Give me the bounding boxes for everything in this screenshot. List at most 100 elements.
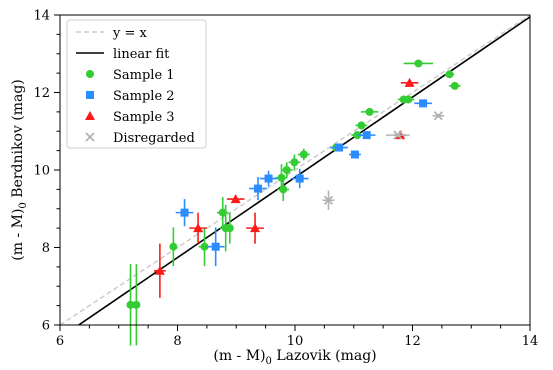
sample-2-point-4: [259, 170, 278, 187]
disregarded-point-2: [386, 130, 410, 140]
legend-disregarded-label: Disregarded: [113, 131, 195, 146]
ticks-layer: 6 8 10 12 14 6 8 10 12 14: [33, 9, 538, 350]
x-tick-label: 14: [522, 334, 539, 349]
disregarded-marker-stroke-b-1: [323, 195, 334, 205]
x-axis-label: (m - M)0 Lazovik (mag): [213, 348, 376, 366]
disregarded-marker-stroke-b-2: [393, 130, 403, 140]
sample-1-point-10: [280, 162, 293, 178]
legend-fit-label: linear fit: [113, 47, 170, 62]
sample-1-point-21: [448, 81, 461, 90]
y-axis-label: (m - M)0 Berdnikov (mag): [10, 79, 29, 261]
sample-1-point-7: [225, 212, 234, 244]
sample-2-marker-7: [350, 150, 359, 159]
sample-1-point-9: [277, 177, 290, 201]
y-tick-label: 8: [42, 241, 50, 256]
disregarded-marker-1: [323, 195, 334, 205]
sample-1-marker-14: [353, 131, 362, 140]
sample-1-point-16: [360, 107, 379, 116]
sample-1-marker-19: [414, 59, 423, 68]
series-disregarded: [322, 111, 445, 210]
sample-1-point-14: [351, 131, 364, 140]
sample-1-point-12: [297, 148, 310, 161]
sample-3-point-6: [400, 77, 419, 87]
sample-1-marker-7: [225, 224, 234, 233]
sample-1-marker-12: [299, 150, 308, 159]
sample-2-point-7: [349, 150, 361, 159]
sample-3-point-4: [246, 212, 264, 244]
sample-1-point-3: [169, 227, 178, 267]
sample-2-marker-4: [264, 174, 273, 183]
sample-1-marker-18: [404, 95, 413, 104]
sample-1-marker-15: [357, 121, 366, 130]
sample-1-marker-20: [445, 70, 454, 79]
legend-sample1-marker: [86, 70, 94, 78]
sample-2-marker-8: [362, 131, 371, 140]
sample-1-marker-4: [200, 242, 209, 251]
legend-sample1-label: Sample 1: [113, 68, 175, 83]
sample-2-marker-5: [295, 174, 304, 183]
legend-disregarded-marker: [85, 132, 95, 142]
disregarded-marker-2: [393, 130, 403, 140]
legend: y = x linear fit Sample 1 Sample 2 Sampl…: [66, 19, 207, 149]
sample-2-point-3: [249, 176, 267, 201]
legend-sample2-marker: [86, 91, 94, 99]
sample-1-marker-2: [132, 300, 141, 309]
sample-1-point-5: [216, 197, 229, 229]
x-tick-label: 12: [404, 334, 421, 349]
x-tick-label: 6: [56, 334, 64, 349]
sample-2-point-8: [357, 131, 376, 140]
fit-line: [77, 16, 530, 325]
sample-3-marker-2: [193, 223, 204, 233]
sample-1-point-11: [288, 154, 301, 170]
disregarded-marker-stroke-b-3: [433, 111, 443, 121]
sample-1-marker-9: [279, 185, 288, 194]
sample-1-point-19: [403, 59, 434, 68]
y-axis-label-main: (m - M): [10, 209, 26, 261]
sample-3-marker-6: [404, 77, 415, 87]
sample-2-marker-1: [180, 208, 189, 217]
sample-1-marker-1: [126, 300, 135, 309]
sample-3-point-1: [154, 243, 166, 298]
sample-3-marker-1: [154, 265, 165, 275]
legend-sample3-label: Sample 3: [113, 110, 175, 125]
legend-sample3-marker: [85, 111, 95, 120]
series-sample-1: [126, 59, 461, 346]
legend-identity-label: y = x: [112, 26, 148, 41]
sample-1-marker-21: [450, 81, 459, 90]
sample-1-marker-16: [365, 107, 374, 116]
disregarded-marker-3: [433, 111, 443, 121]
sample-3-point-2: [189, 212, 207, 244]
sample-2-point-9: [414, 99, 432, 108]
sample-1-point-18: [402, 95, 415, 104]
x-tick-label: 8: [173, 334, 181, 349]
legend-box: [66, 19, 207, 149]
y-axis-label-rest: Berdnikov (mag): [10, 79, 26, 202]
series-sample-2: [175, 99, 432, 267]
sample-1-marker-10: [282, 166, 291, 174]
sample-1-point-2: [132, 264, 141, 346]
sample-1-marker-3: [169, 242, 178, 251]
x-tick-label: 10: [287, 334, 304, 349]
marks-layer: [60, 15, 530, 346]
sample-1-marker-11: [290, 158, 299, 167]
sample-3-point-3: [226, 194, 245, 204]
disregarded-point-3: [432, 111, 445, 121]
y-axis-label-subscript: 0: [18, 202, 29, 208]
y-tick-label: 6: [42, 319, 50, 334]
sample-2-point-6: [330, 143, 348, 152]
y-tick-label: 10: [33, 164, 50, 179]
sample-3-marker-4: [250, 223, 261, 233]
sample-1-point-20: [444, 70, 455, 79]
sample-3-marker-3: [230, 194, 241, 204]
sample-2-point-2: [206, 227, 225, 267]
x-axis-label-subscript: 0: [266, 356, 272, 366]
sample-2-marker-6: [335, 143, 344, 152]
sample-1-marker-8: [277, 173, 286, 182]
x-axis-label-main: (m - M): [213, 348, 265, 364]
y-tick-label: 14: [33, 9, 50, 24]
sample-2-point-1: [175, 199, 194, 227]
legend-sample2-label: Sample 2: [113, 89, 175, 104]
sample-2-marker-9: [419, 99, 428, 108]
